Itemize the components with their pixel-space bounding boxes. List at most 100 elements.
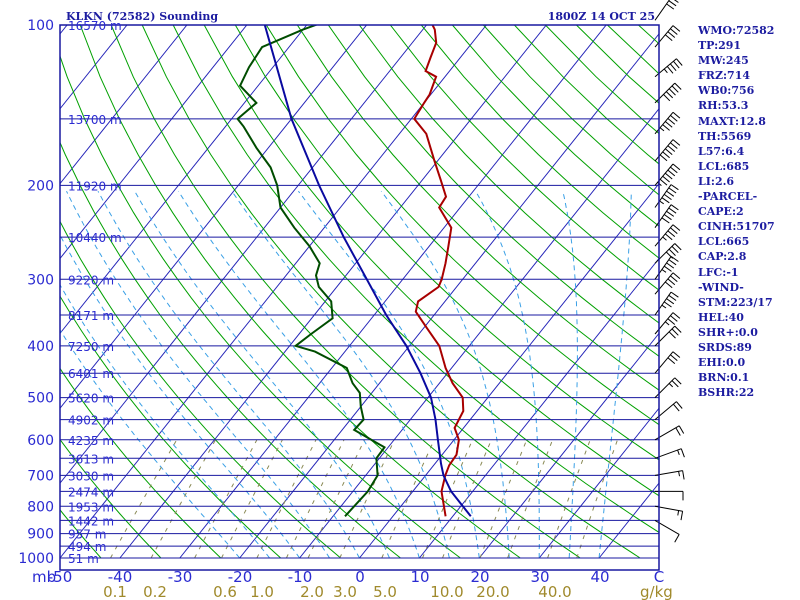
stat-line: WMO:72582 <box>698 24 775 37</box>
isotherm-line <box>299 107 659 559</box>
stat-line: LCL:665 <box>698 235 750 249</box>
moist-adiabat-line <box>562 191 578 558</box>
temperature-trace <box>413 25 465 517</box>
stat-line: -WIND- <box>698 280 744 294</box>
mixing-ratio-unit-label: g/kg <box>640 583 673 600</box>
mixing-ratio-line <box>221 439 283 559</box>
isotherm-line <box>119 25 547 559</box>
isotherm-line <box>60 25 427 484</box>
height-label: 1442 m <box>68 514 114 528</box>
stat-line: CAP:2.8 <box>698 250 747 264</box>
height-label: 8171 m <box>68 309 114 323</box>
height-label: 11920 m <box>68 179 122 193</box>
temperature-tick-label: 10 <box>410 568 429 586</box>
dry-adiabat-line <box>141 25 641 559</box>
dewpoint-trace <box>236 25 386 517</box>
stat-line: BSHR:22 <box>698 386 755 400</box>
height-label: 6401 m <box>68 367 114 381</box>
pressure-tick-label: 700 <box>27 468 54 484</box>
mixing-ratio-line <box>307 439 365 559</box>
stats-panel: WMO:72582 TP:291 MW:245 FRZ:714 WB0:756 RH:53… <box>698 23 775 400</box>
height-label: 494 m <box>68 540 106 554</box>
pressure-tick-label: 400 <box>27 339 54 355</box>
mixing-ratio-tick-label: 1.0 <box>250 583 274 600</box>
moist-adiabat-line <box>60 329 241 559</box>
chart-grid <box>0 25 659 559</box>
height-label: 4902 m <box>68 414 114 428</box>
stat-line: LCL:685 <box>698 159 750 173</box>
height-label: 957 m <box>68 528 106 542</box>
stat-line: RH:53.3 <box>698 99 749 113</box>
stat-line: L57:6.4 <box>698 144 745 158</box>
sounding-traces <box>236 25 472 517</box>
mixing-ratio-tick-label: 0.2 <box>143 583 167 600</box>
moist-adiabat-line <box>60 283 270 559</box>
wind-barb <box>654 25 681 48</box>
isotherm-line <box>60 25 308 335</box>
height-label: 2474 m <box>68 485 114 499</box>
height-label: 51 m <box>68 552 99 566</box>
stat-line: MAXT:12.8 <box>698 114 766 128</box>
temperature-tick-label: -50 <box>48 568 73 586</box>
height-label: 16570 m <box>68 19 122 33</box>
temperature-tick-label: -40 <box>108 568 133 586</box>
moist-adiabat-line <box>475 190 540 558</box>
height-label: 1953 m <box>68 500 114 514</box>
mixing-ratio-tick-label: 3.0 <box>333 583 357 600</box>
stat-line: MW:245 <box>698 54 749 68</box>
temperature-tick-label: 40 <box>590 568 609 586</box>
moist-adiabat-line <box>380 190 510 559</box>
mixing-ratio-tick-label: 2.0 <box>300 583 324 600</box>
temperature-tick-label: -10 <box>288 568 313 586</box>
mixing-ratio-line <box>479 439 528 559</box>
mixing-ratio-line <box>507 439 554 559</box>
wind-barb <box>654 291 679 316</box>
stat-line: TH:5569 <box>698 129 752 143</box>
stat-line: CAPE:2 <box>698 205 744 219</box>
mixing-ratio-tick-label: 40.0 <box>538 583 571 600</box>
moist-adiabat-line <box>298 190 480 559</box>
dry-adiabat-line <box>79 25 521 559</box>
height-label: 4235 m <box>68 434 114 448</box>
stat-line: CINH:51707 <box>698 220 775 234</box>
mixing-ratio-line <box>422 439 473 559</box>
isotherm-line <box>478 332 659 559</box>
mixing-ratio-line <box>194 439 258 559</box>
isotherm-line <box>60 25 248 260</box>
wind-barb <box>654 272 681 295</box>
height-label: 3613 m <box>68 452 114 466</box>
wind-barb <box>654 184 679 208</box>
valid-time: 1800Z 14 OCT 25 <box>548 10 655 23</box>
isotherm-line <box>60 25 188 185</box>
wind-barb <box>654 111 681 135</box>
mixing-ratio-line <box>381 439 435 559</box>
stat-line: STM:223/17 <box>698 295 773 309</box>
mixing-ratio-tick-label: 5.0 <box>373 583 397 600</box>
isotherm-line <box>60 25 367 410</box>
isotherm-line <box>239 33 659 559</box>
mixing-ratio-tick-label: 0.6 <box>213 583 237 600</box>
stat-line: SRDS:89 <box>698 340 752 354</box>
temperature-unit-label: C <box>654 568 664 586</box>
stat-line: EHI:0.0 <box>698 356 746 370</box>
pressure-tick-label: 200 <box>27 178 54 194</box>
stat-line: SHR+:0.0 <box>698 325 758 339</box>
stat-line: BRN:0.1 <box>698 371 750 385</box>
pressure-unit-label: mb <box>32 568 56 586</box>
wind-barb <box>654 0 679 21</box>
mixing-ratio-line <box>285 439 345 559</box>
mixing-ratio-tick-label: 0.1 <box>103 583 127 600</box>
pressure-tick-label: 900 <box>27 527 54 543</box>
isotherm-line <box>359 182 659 559</box>
moist-adiabat-line <box>134 190 390 559</box>
isotherm-line <box>0 25 7 558</box>
temperature-tick-label: -20 <box>228 568 253 586</box>
stat-line: TP:291 <box>698 39 742 53</box>
stat-line: WB0:756 <box>698 84 755 98</box>
mixing-ratio-line <box>442 439 492 559</box>
station-title: KLKN (72582) Sounding <box>66 10 218 23</box>
pressure-tick-label: 100 <box>27 18 54 34</box>
pressure-tick-label: 800 <box>27 499 54 515</box>
